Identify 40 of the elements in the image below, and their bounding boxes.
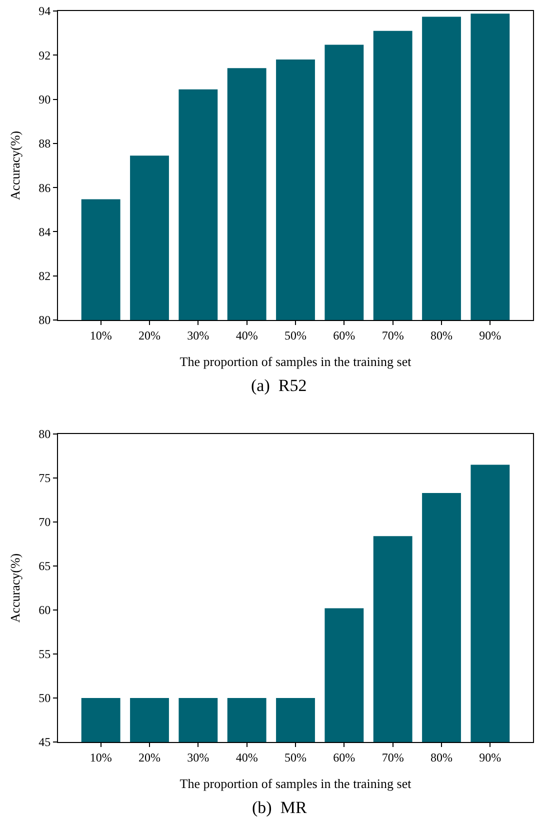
y-tick-label: 92 [38,48,51,62]
text: (b) MR [252,798,308,817]
y-tick-label: 55 [38,647,51,662]
x-tick-label: 30% [187,750,210,764]
x-tick-label: 70% [382,328,404,342]
y-axis-title: Accuracy(%) [8,130,23,200]
y-tick-label: 50 [38,691,51,706]
y-tick-label: 82 [38,269,51,284]
x-tick-label: 80% [430,750,452,764]
x-tick-label: 40% [236,328,258,342]
y-tick-label: 94 [38,4,51,18]
x-tick-label: 30% [187,328,210,342]
y-tick-label: 84 [38,224,51,239]
x-tick-label: 20% [138,750,160,764]
x-tick-label: 60% [333,750,356,764]
y-tick-label: 65 [38,559,51,574]
x-tick-label: 70% [382,750,404,764]
text: (a) R52 [251,376,307,395]
y-tick-label: 60 [38,603,51,618]
x-axis-title: The proportion of samples in the training set [180,776,412,791]
x-tick-label: 90% [479,328,502,342]
y-tick-label: 45 [38,735,51,750]
x-tick-label: 50% [284,328,306,342]
x-tick-label: 90% [479,750,502,764]
y-tick-label: 75 [38,471,51,486]
x-tick-label: 60% [333,328,356,342]
x-tick-label: 10% [90,750,112,764]
x-tick-label: 10% [90,328,112,342]
x-axis-title: The proportion of samples in the training set [180,354,412,369]
y-tick-label: 70 [38,515,51,530]
y-tick-label: 88 [38,136,51,151]
x-tick-label: 80% [430,328,452,342]
x-tick-label: 20% [138,328,160,342]
y-axis-title: Accuracy(%) [8,553,23,623]
y-tick-label: 80 [38,313,51,328]
x-tick-label: 40% [236,750,258,764]
y-tick-label: 90 [38,92,51,106]
x-tick-label: 50% [284,750,306,764]
y-tick-label: 80 [38,427,51,442]
y-tick-label: 86 [38,180,51,195]
